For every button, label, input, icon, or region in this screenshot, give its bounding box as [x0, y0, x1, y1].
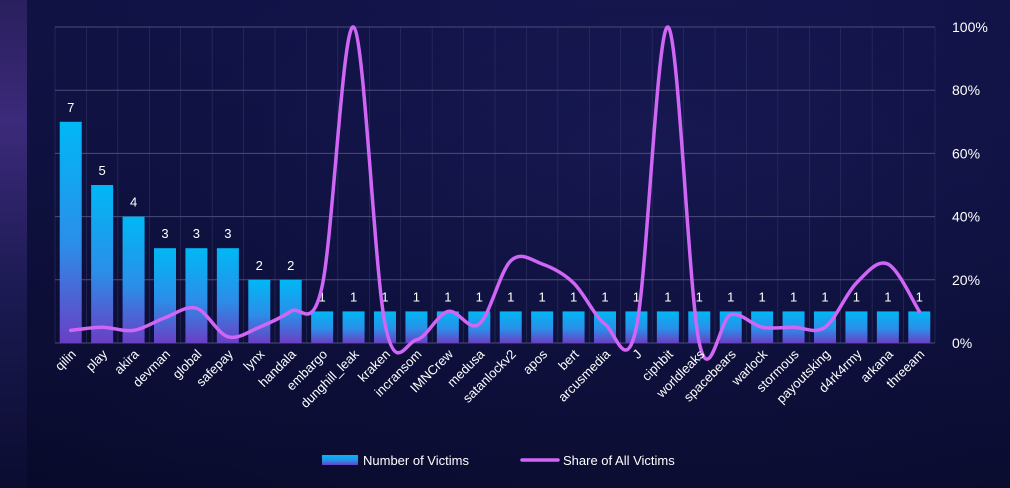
bar-data-labels: 7 5 4 3 3 3 2 2 1 1 1 1 1 1 1 1 1 1 1 1 1 1 1 1 1 1 1 1 — [67, 100, 923, 305]
bar-label-stormous: 1 — [790, 289, 797, 304]
bar-embargo — [311, 311, 334, 343]
bar-label-ciphbit: 1 — [664, 289, 671, 304]
grid-lines — [54, 26, 936, 344]
chart-panel — [27, 0, 1010, 488]
y-tick-label: 80% — [952, 82, 980, 98]
bar-d4rk4rmy — [845, 311, 868, 343]
bar-qilin — [59, 121, 82, 343]
bar-label-medusa: 1 — [476, 289, 483, 304]
bar-label-lynx: 2 — [256, 258, 263, 273]
line-series — [68, 25, 922, 361]
bar-IMNCrew — [436, 311, 459, 343]
bar-devman — [154, 248, 176, 343]
bar-dunghill_leak — [342, 311, 365, 343]
y-tick-label: 40% — [952, 209, 980, 225]
bar-label-J: 1 — [633, 289, 640, 304]
bar-global — [185, 248, 208, 343]
bar-label-IMNCrew: 1 — [444, 289, 451, 304]
share-line — [68, 25, 922, 361]
bar-series — [59, 121, 931, 343]
bar-bert — [562, 311, 585, 343]
left-decor-strip — [0, 0, 27, 488]
bar-label-embargo: 1 — [319, 289, 326, 304]
x-tick-label-apos: apos — [520, 346, 551, 377]
bar-label-handala: 2 — [287, 258, 294, 273]
bar-play — [91, 185, 114, 343]
bar-label-apos: 1 — [539, 289, 546, 304]
bar-label-devman: 3 — [161, 226, 168, 241]
bar-label-qilin: 7 — [67, 100, 74, 115]
legend-label-line: Share of All Victims — [563, 453, 675, 468]
bar-worldleaks — [688, 311, 711, 343]
bar-apos — [531, 311, 554, 343]
bar-label-play: 5 — [99, 163, 106, 178]
x-tick-label-bert: bert — [555, 346, 582, 373]
y-tick-label: 100% — [952, 19, 988, 35]
bar-threeam — [908, 311, 931, 343]
bar-label-dunghill_leak: 1 — [350, 289, 357, 304]
bar-label-d4rk4rmy: 1 — [853, 289, 860, 304]
bar-label-global: 3 — [193, 226, 200, 241]
bar-label-kraken: 1 — [381, 289, 388, 304]
bar-label-payoutsking: 1 — [821, 289, 828, 304]
bar-label-warlock: 1 — [759, 289, 766, 304]
bar-label-satanlockv2: 1 — [507, 289, 514, 304]
bar-label-spacebears: 1 — [727, 289, 734, 304]
legend: Number of Victims Share of All Victims — [322, 453, 675, 468]
y-tick-label: 0% — [952, 335, 972, 351]
bar-satanlockv2 — [499, 311, 522, 343]
bar-ciphbit — [656, 311, 679, 343]
right-axis-ticks: 0% 20% 40% 60% 80% 100% — [952, 19, 988, 351]
bar-label-worldleaks: 1 — [696, 289, 703, 304]
bar-label-bert: 1 — [570, 289, 577, 304]
x-tick-label-qilin: qilin — [52, 347, 79, 374]
bar-akira — [122, 216, 145, 343]
bar-label-akira: 4 — [130, 195, 137, 210]
y-tick-label: 20% — [952, 272, 980, 288]
bar-label-threeam: 1 — [916, 289, 923, 304]
bar-lynx — [248, 279, 271, 343]
bar-label-arkana: 1 — [884, 289, 891, 304]
bar-label-incransom: 1 — [413, 289, 420, 304]
bar-safepay — [216, 248, 239, 343]
x-tick-label-J: J — [629, 347, 644, 362]
legend-label-bars: Number of Victims — [363, 453, 469, 468]
bar-label-safepay: 3 — [224, 226, 231, 241]
bar-arkana — [876, 311, 899, 343]
x-tick-label-lynx: lynx — [240, 346, 267, 373]
y-tick-label: 60% — [952, 145, 980, 161]
x-tick-label-play: play — [83, 346, 111, 374]
bar-label-arcusmedia: 1 — [601, 289, 608, 304]
legend-swatch-bars — [322, 455, 358, 465]
